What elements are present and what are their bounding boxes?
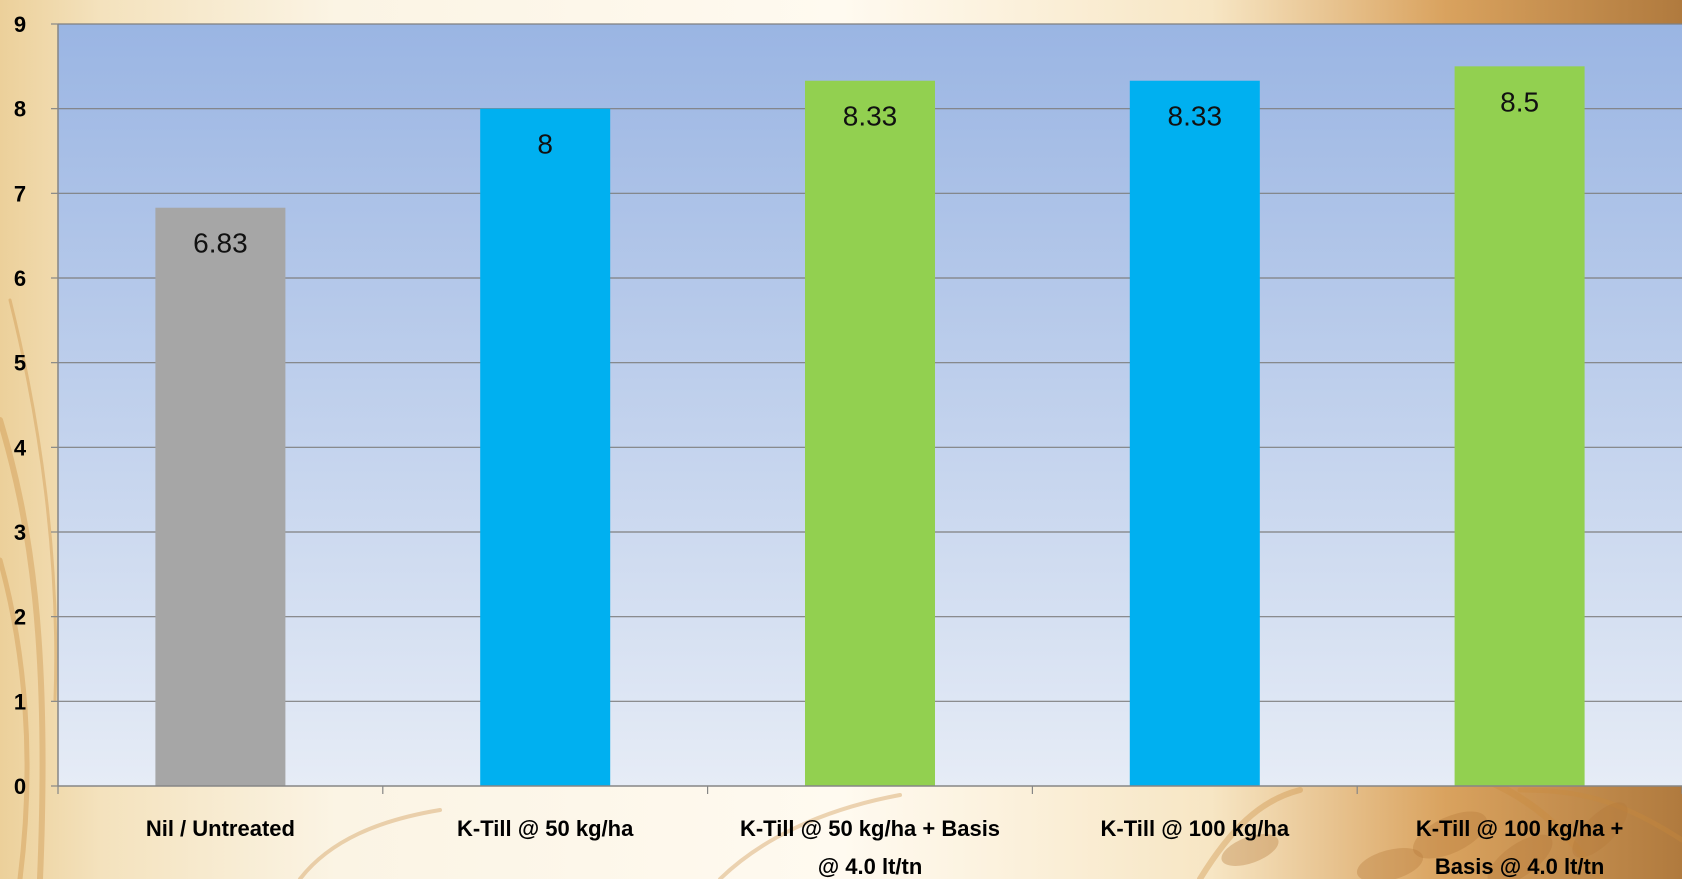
bars: [155, 66, 1585, 787]
data-label: 6.83: [193, 228, 248, 259]
data-label: 8.5: [1500, 86, 1539, 117]
x-tick-label: @ 4.0 lt/tn: [818, 854, 923, 879]
data-labels: 6.83 8 8.33 8.33 8.5: [193, 86, 1539, 258]
x-tick-label: K-Till @ 50 kg/ha: [457, 816, 634, 841]
bar: [1129, 80, 1260, 786]
y-tick-label: 9: [14, 12, 26, 37]
x-tick-label: K-Till @ 50 kg/ha + Basis: [740, 816, 1000, 841]
y-tick-label: 7: [14, 181, 26, 206]
y-axis-tick-labels: 0 1 2 3 4 5 6 7 8 9: [14, 12, 27, 799]
y-tick-label: 8: [14, 97, 26, 122]
y-tick-label: 4: [14, 435, 27, 460]
y-tick-label: 2: [14, 605, 26, 630]
y-tick-label: 6: [14, 266, 26, 291]
y-tick-label: 3: [14, 520, 26, 545]
x-tick-label: Basis @ 4.0 lt/tn: [1435, 854, 1604, 879]
x-axis-tick-labels: Nil / Untreated K-Till @ 50 kg/ha K-Till @…: [146, 816, 1624, 879]
x-tick-label: K-Till @ 100 kg/ha +: [1416, 816, 1624, 841]
data-label: 8: [537, 129, 553, 160]
data-label: 8.33: [1168, 101, 1223, 132]
bar: [805, 80, 935, 786]
bar: [155, 207, 286, 786]
bar: [480, 108, 611, 786]
x-axis-ticks: [57, 786, 1682, 794]
y-tick-label: 5: [14, 351, 26, 376]
y-tick-label: 1: [14, 689, 26, 714]
x-tick-label: K-Till @ 100 kg/ha: [1101, 816, 1290, 841]
y-tick-label: 0: [14, 774, 26, 799]
data-label: 8.33: [843, 101, 898, 132]
x-tick-label: Nil / Untreated: [146, 816, 295, 841]
bar: [1454, 66, 1585, 787]
